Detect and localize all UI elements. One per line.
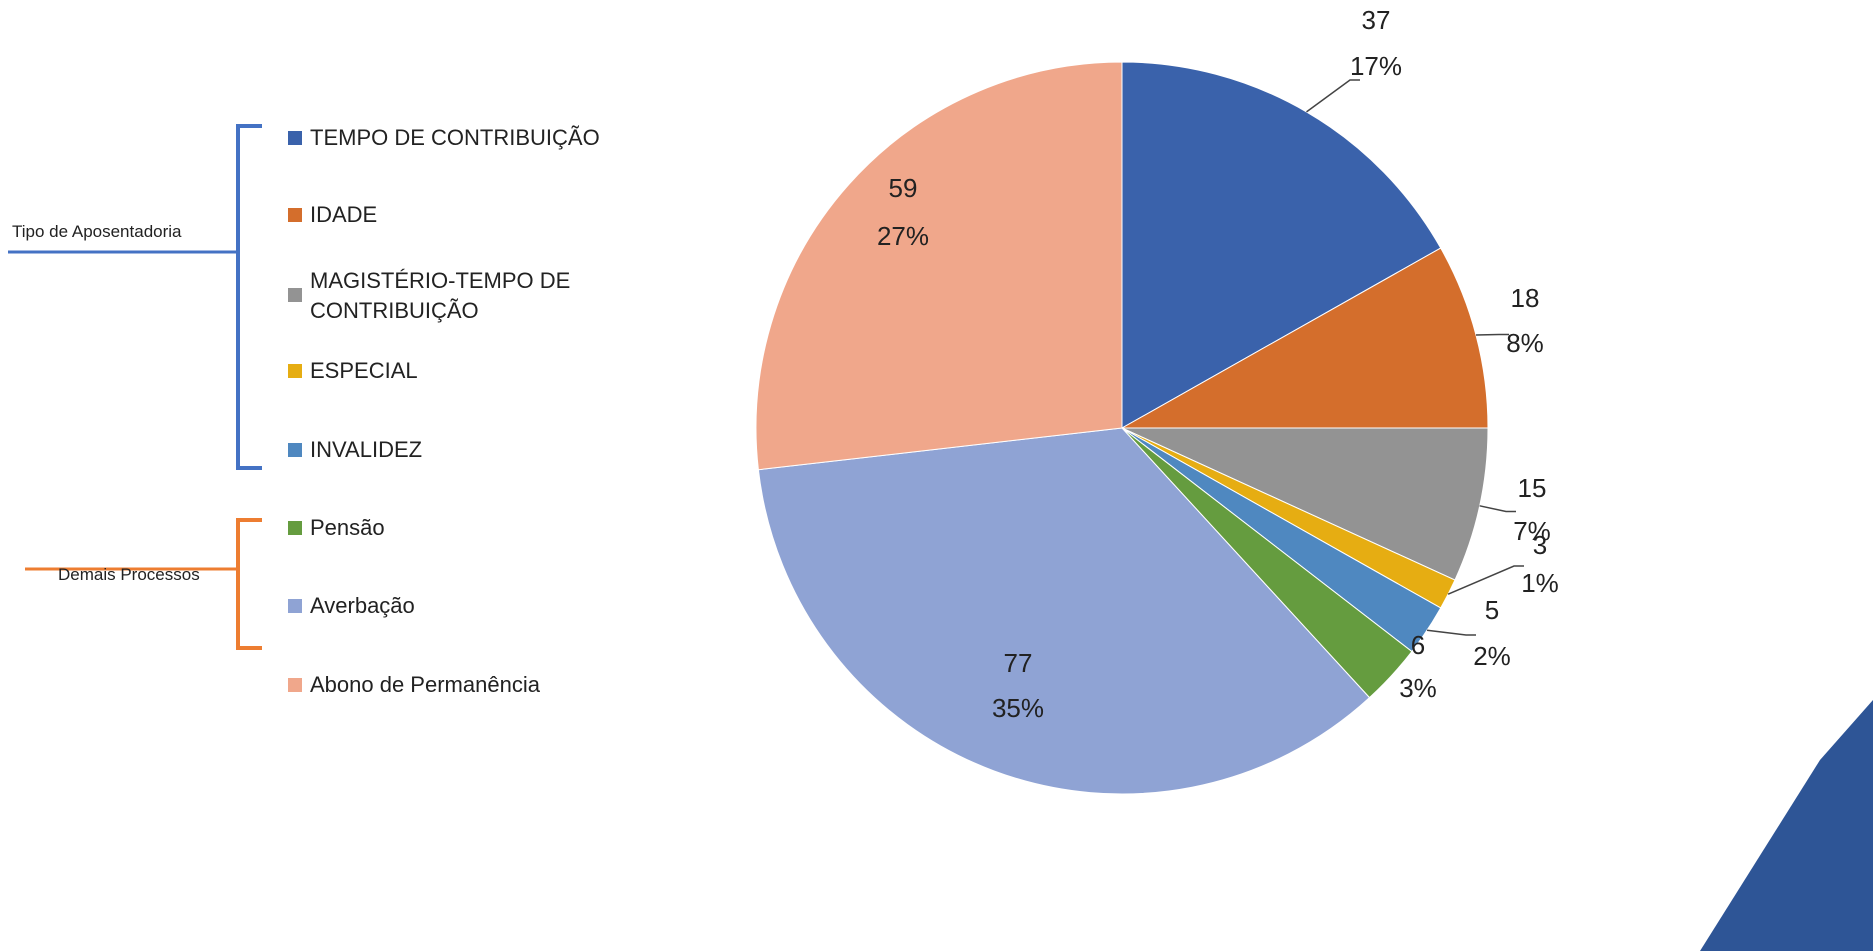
data-label: 18 (1511, 283, 1540, 313)
data-label: 6 (1411, 630, 1425, 660)
data-label: 15 (1518, 473, 1547, 503)
corner-decoration (1700, 700, 1873, 951)
leader-line (1447, 565, 1524, 595)
pie-slice (1120, 247, 1489, 429)
legend-swatch (288, 599, 302, 613)
legend-label: Abono de Permanência (310, 672, 540, 697)
group-label: Demais Processos (58, 565, 200, 584)
legend-swatch (288, 208, 302, 222)
legend-label: MAGISTÉRIO-TEMPO DE CONTRIBUIÇÃO (310, 268, 571, 323)
leader-line (1426, 629, 1476, 636)
pie-slice (757, 427, 1371, 795)
data-label: 3 (1533, 530, 1547, 560)
legend-swatch (288, 131, 302, 145)
legend-label: TEMPO DE CONTRIBUIÇÃO (310, 125, 600, 150)
pie-slice (1121, 61, 1442, 429)
data-label: 37 (1362, 5, 1391, 35)
data-label: 7% (1513, 516, 1551, 546)
data-label: 3% (1399, 673, 1437, 703)
legend-swatch (288, 521, 302, 535)
pie-slice (755, 61, 1123, 471)
data-label: 59 (889, 173, 918, 203)
legend-label: Averbação (310, 593, 415, 618)
legend-swatch (288, 678, 302, 692)
legend-label: IDADE (310, 202, 378, 227)
data-label: 8% (1506, 328, 1544, 358)
legend-swatch (288, 288, 302, 302)
legend-label: INVALIDEZ (310, 437, 423, 462)
data-label: 17% (1350, 51, 1402, 81)
data-label: 5 (1485, 595, 1499, 625)
leader-line (1479, 505, 1516, 513)
leader-line (1306, 79, 1360, 113)
legend-label: ESPECIAL (310, 358, 418, 383)
data-label: 27% (877, 221, 929, 251)
data-label: 2% (1473, 641, 1511, 671)
bracket (236, 518, 262, 650)
legend-swatch (288, 443, 302, 457)
legend-label: Pensão (310, 515, 385, 540)
bracket (236, 124, 262, 470)
legend-swatch (288, 364, 302, 378)
data-label: 35% (992, 693, 1044, 723)
group-label: Tipo de Aposentadoria (12, 222, 182, 241)
data-label: 77 (1004, 648, 1033, 678)
data-label: 1% (1521, 568, 1559, 598)
